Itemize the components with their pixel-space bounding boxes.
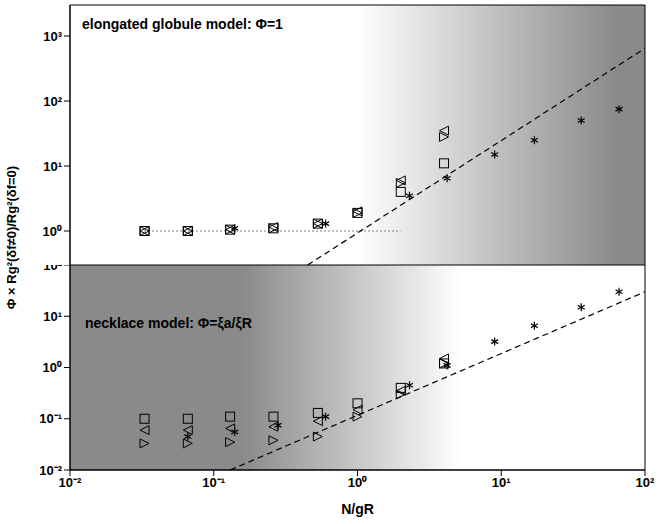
svg-text:10¹: 10¹ <box>43 159 62 174</box>
svg-text:10²: 10² <box>43 265 62 273</box>
svg-text:10³: 10³ <box>43 29 62 44</box>
html-text:necklace model: Φ=ξa/ξR: necklace model: Φ=ξa/ξR <box>85 315 252 331</box>
svg-text:10⁻²: 10⁻² <box>39 463 62 478</box>
svg-text:10²: 10² <box>43 94 62 109</box>
svg-text:10⁰: 10⁰ <box>43 360 62 375</box>
html-text:elongated globule model: Φ=1: elongated globule model: Φ=1 <box>82 16 283 32</box>
svg-text:10⁻¹: 10⁻¹ <box>39 411 62 426</box>
svg-text:10⁰: 10⁰ <box>348 475 367 490</box>
svg-text:10⁰: 10⁰ <box>43 224 62 239</box>
svg-text:Φ × Rg²(δf≠0)/Rg²(δf=0): Φ × Rg²(δf≠0)/Rg²(δf=0) <box>4 166 19 309</box>
svg-text:10¹: 10¹ <box>492 475 511 490</box>
svg-text:10²: 10² <box>636 475 655 490</box>
svg-text:10⁻¹: 10⁻¹ <box>202 475 225 490</box>
svg-text:10⁻²: 10⁻² <box>59 475 82 490</box>
svg-text:10¹: 10¹ <box>43 309 62 324</box>
svg-text:N/gR: N/gR <box>341 501 374 517</box>
